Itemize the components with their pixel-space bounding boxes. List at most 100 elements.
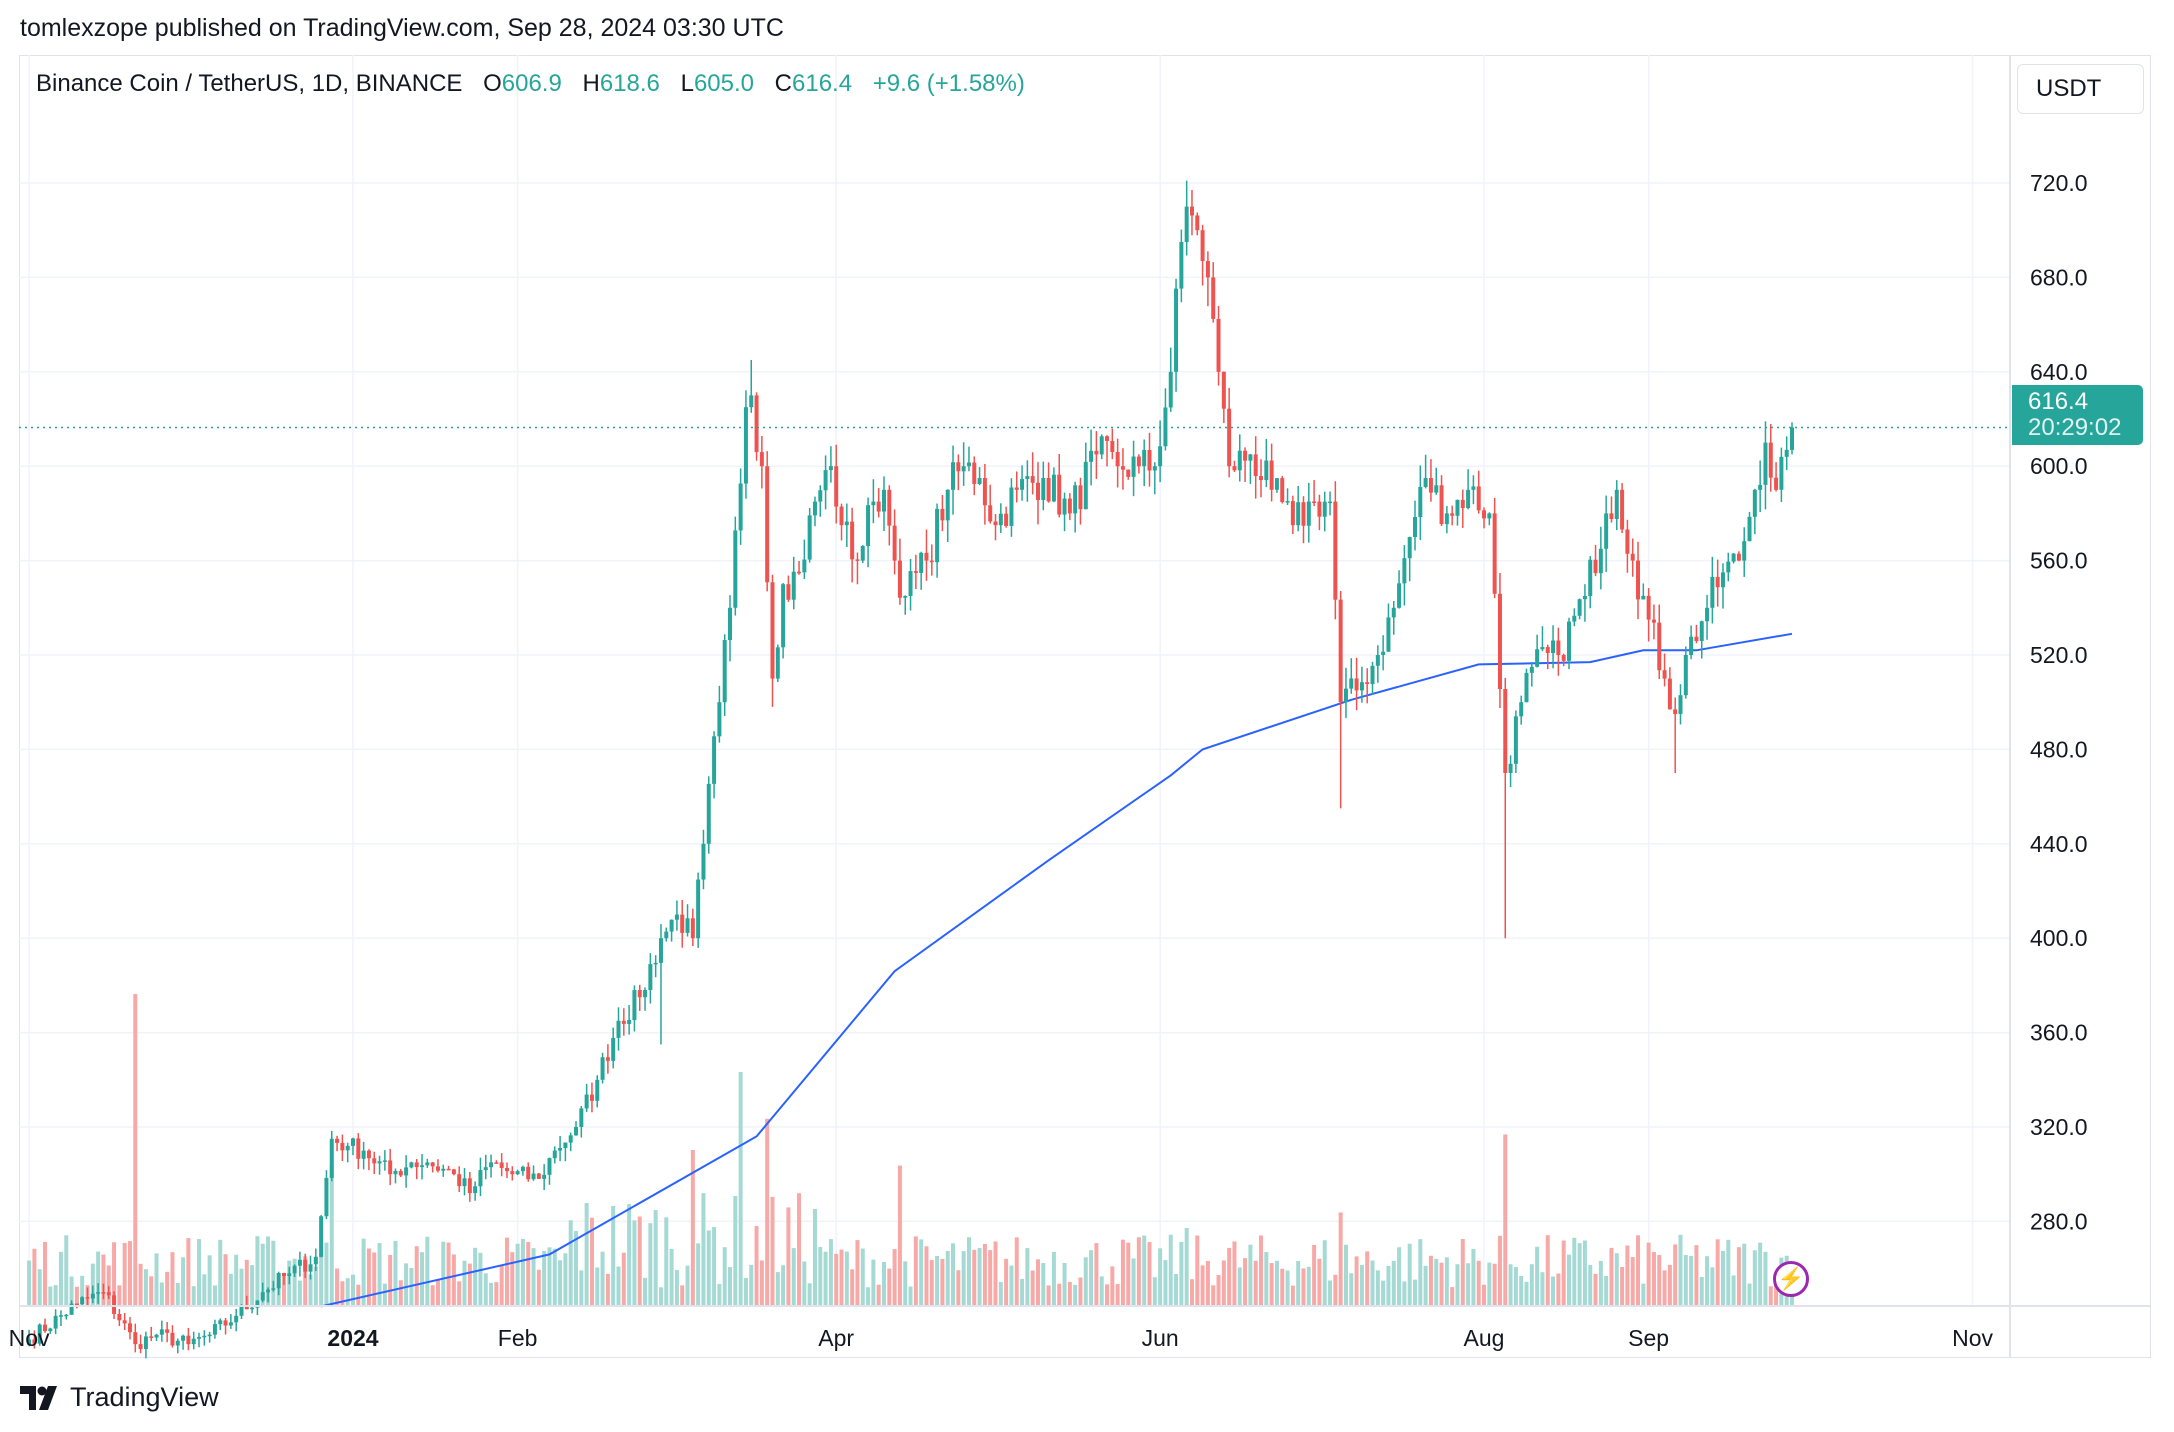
volume-bar [1683,1255,1688,1306]
volume-bar [1529,1264,1534,1306]
candle-body [1487,513,1492,519]
volume-bar [515,1243,520,1306]
candle-body [1683,655,1688,696]
candle-body [1115,451,1120,467]
candle-body [547,1158,552,1175]
volume-bar [595,1267,600,1306]
volume-bar [648,1223,653,1306]
candle-body [1009,487,1014,526]
volume-bar [1391,1260,1396,1306]
candle-body [499,1162,504,1168]
symbol-title[interactable]: Binance Coin / TetherUS, 1D, BINANCE [36,70,463,97]
candle-body [998,513,1003,526]
candle-body [802,559,807,573]
candle-body [1630,553,1635,561]
volume-bar [1322,1240,1327,1306]
volume-bar [32,1248,37,1306]
volume-bar [1216,1274,1221,1306]
candle-body [1073,485,1078,514]
x-tick-label: Feb [498,1325,538,1351]
candle-body [951,462,956,490]
y-tick-label: 520.0 [2030,642,2088,668]
volume-bar [329,1165,334,1306]
candle-body [80,1297,85,1304]
volume-bar [266,1236,271,1306]
tradingview-logo[interactable]: TradingView [20,1382,219,1413]
volume-bar [526,1241,531,1306]
candle-body [186,1335,191,1345]
time-axis[interactable]: Nov 2024 Feb Apr Jun Aug Sep Nov [9,1325,1994,1351]
candle-body [1280,478,1285,503]
candle-body [1322,501,1327,517]
volume-bar [722,1247,727,1306]
volume-bar [1636,1235,1641,1306]
candle-body [159,1329,164,1335]
candle-body [1556,640,1561,655]
volume-bar [478,1252,483,1306]
candle-body [558,1148,563,1151]
volume-bar [674,1269,679,1306]
candle-body [1232,466,1237,471]
candle-body [1455,499,1460,516]
volume-bar [1073,1284,1078,1306]
y-tick-label: 720.0 [2030,170,2088,196]
candle-body [112,1295,117,1314]
candle-body [1413,517,1417,537]
candle-body [611,1037,616,1061]
candle-body [1768,442,1773,478]
candle-body [1673,709,1678,714]
volume-bar [48,1286,53,1306]
candle-body [1227,408,1232,467]
candle-body [303,1259,308,1272]
candle-body [1349,678,1354,689]
volume-bar [818,1246,823,1306]
volume-bar [1115,1284,1120,1306]
lightning-bolt-icon[interactable]: ⚡ [1773,1261,1809,1297]
volume-bar [1747,1283,1752,1306]
candle-body [1062,498,1067,515]
candle-body [228,1322,233,1326]
volume-bar [1338,1212,1343,1306]
volume-bar [457,1281,462,1306]
candle-body [1110,440,1115,452]
volume-bar [1758,1242,1763,1306]
y-tick-label: 280.0 [2030,1208,2088,1234]
y-tick-label: 560.0 [2030,548,2088,574]
candle-body [1333,501,1338,600]
volume-bar [260,1243,265,1306]
candle-body [1593,559,1598,574]
volume-bar [388,1254,393,1306]
volume-bar [1752,1250,1757,1306]
volume-bar [1466,1263,1471,1306]
candle-body [1423,478,1428,487]
y-tick-label: 640.0 [2030,359,2088,385]
volume-bar [706,1230,711,1306]
volume-bar [366,1248,371,1306]
volume-bar [1131,1258,1136,1306]
volume-bar [738,1072,743,1306]
candle-body [1174,288,1179,372]
volume-bar [1174,1273,1179,1306]
volume-bar [1025,1248,1030,1306]
currency-button[interactable]: USDT [2017,64,2144,114]
candle-body [1460,499,1465,509]
volume-bar [871,1259,876,1306]
volume-bar [1152,1277,1157,1306]
chart-legend: Binance Coin / TetherUS, 1D, BINANCE O60… [36,70,1025,98]
volume-bar [1375,1270,1380,1306]
candle-body [1604,513,1609,549]
candle-body [175,1340,180,1346]
volume-bar [786,1207,791,1306]
volume-bar [743,1277,748,1306]
volume-bar [1046,1285,1051,1306]
volume-bar [1062,1262,1067,1306]
candle-body [929,560,934,563]
volume-bar [1710,1267,1715,1306]
change-value: +9.6 (+1.58%) [872,70,1025,97]
candle-body [106,1292,111,1296]
volume-bar [414,1246,419,1306]
candle-body [1338,599,1343,703]
price-axis[interactable]: 280.0 320.0 360.0 400.0 440.0 480.0 520.0 560.0… [2030,170,2088,1234]
candle-body [616,1020,621,1038]
